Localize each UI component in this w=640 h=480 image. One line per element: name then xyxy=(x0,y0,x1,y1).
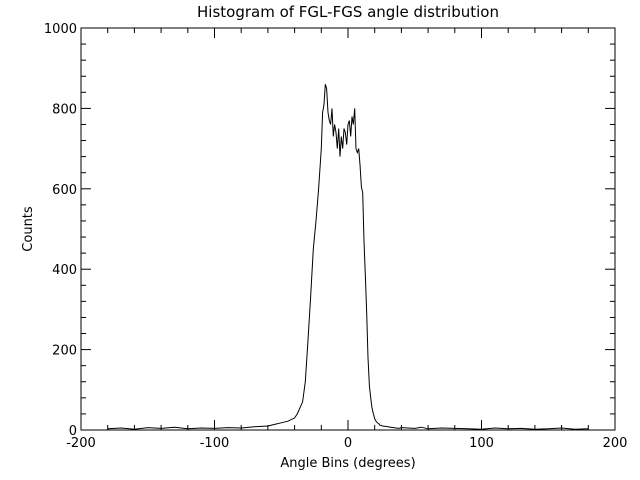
x-tick-label: 0 xyxy=(344,436,352,451)
y-axis-label: Counts xyxy=(21,206,36,252)
axis-tick-labels: -200 -100 0 100 200 0 200 400 600 800 1000 xyxy=(44,22,628,451)
y-tick-label: 800 xyxy=(52,102,77,117)
y-tick-label: 0 xyxy=(69,424,77,439)
chart-title: Histogram of FGL-FGS angle distribution xyxy=(197,3,499,21)
x-tick-label: 100 xyxy=(469,436,494,451)
y-tick-label: 200 xyxy=(52,344,77,359)
x-axis-label: Angle Bins (degrees) xyxy=(280,456,415,471)
x-tick-label: 200 xyxy=(603,436,628,451)
y-tick-label: 400 xyxy=(52,263,77,278)
x-tick-label: -100 xyxy=(200,436,230,451)
series-line xyxy=(107,84,589,430)
axis-ticks xyxy=(80,27,616,431)
x-tick-label: -200 xyxy=(66,436,96,451)
y-tick-label: 1000 xyxy=(44,22,77,37)
y-tick-label: 600 xyxy=(52,183,77,198)
plot-frame xyxy=(80,27,616,431)
